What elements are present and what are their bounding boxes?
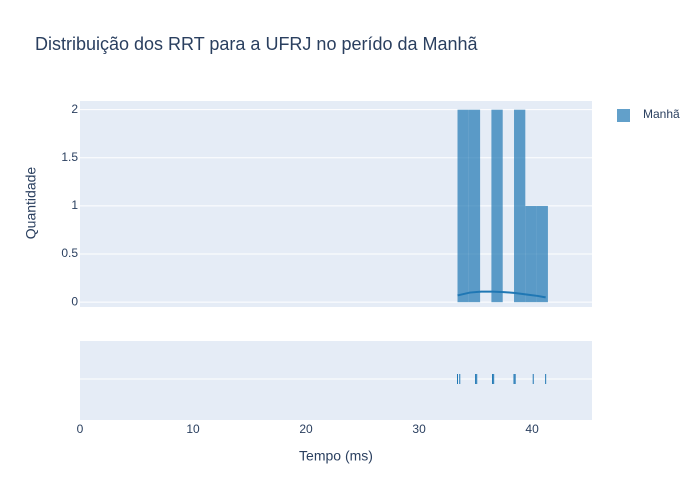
bar <box>457 109 469 303</box>
kde-line <box>457 290 546 299</box>
y-tick-label: 0.5 <box>61 246 78 260</box>
x-tick-label: 10 <box>186 422 200 436</box>
y-tick-label: 0 <box>71 294 78 308</box>
bar <box>525 205 537 303</box>
chart-title: Distribuição dos RRT para a UFRJ no perí… <box>35 34 479 54</box>
bar <box>514 109 526 303</box>
x-tick-label: 0 <box>77 422 84 436</box>
x-tick-label: 20 <box>299 422 313 436</box>
legend-label: Manhã <box>643 107 680 121</box>
legend-swatch <box>617 109 630 122</box>
y-axis-label: Quantidade <box>23 167 39 240</box>
y-tick-label: 1.5 <box>61 150 78 164</box>
y-tick-label: 2 <box>71 102 78 116</box>
x-tick-label: 40 <box>525 422 539 436</box>
rug-plot-area <box>80 341 592 420</box>
bar <box>491 109 503 303</box>
hist-plot-area <box>80 101 592 307</box>
x-tick-label: 30 <box>412 422 426 436</box>
bar <box>468 109 481 303</box>
x-axis-label: Tempo (ms) <box>299 448 373 464</box>
y-tick-label: 1 <box>71 198 78 212</box>
bar <box>536 205 548 303</box>
